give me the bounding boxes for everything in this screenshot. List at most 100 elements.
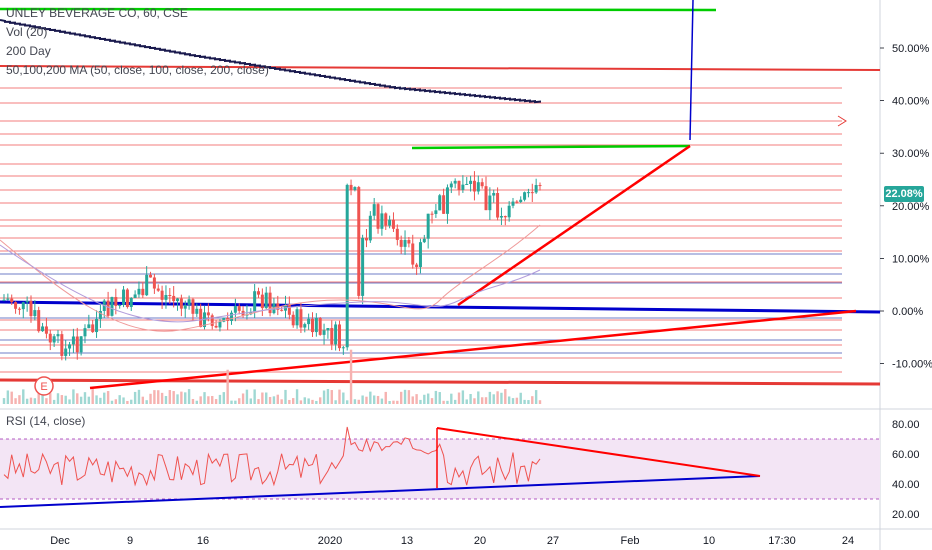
volume-bar: [334, 400, 337, 404]
candle: [391, 219, 395, 229]
rsi-axis-label: 20.00: [892, 509, 920, 521]
volume-bar: [469, 394, 472, 404]
volume-bar: [461, 390, 465, 404]
volume-bar: [457, 392, 461, 404]
candle: [442, 195, 446, 214]
volume-bar: [253, 389, 256, 404]
candle: [25, 300, 29, 303]
volume-bar: [118, 395, 121, 404]
candle: [341, 347, 345, 349]
volume-bar: [349, 349, 353, 404]
time-axis-label: 13: [401, 535, 413, 547]
volume-bar: [511, 398, 515, 404]
candle: [125, 289, 129, 307]
volume-bar: [187, 389, 191, 404]
volume-bar: [149, 393, 152, 404]
candle: [237, 306, 241, 311]
volume-bar: [195, 400, 199, 404]
volume-bar: [473, 398, 476, 404]
ma-100-line: [0, 244, 541, 323]
rsi-axis-label: 80.00: [892, 419, 920, 431]
candle: [6, 298, 10, 300]
candle: [164, 295, 168, 300]
volume-bar: [180, 391, 183, 404]
volume-bar: [191, 398, 195, 404]
candle: [299, 309, 303, 328]
candle: [218, 321, 222, 328]
volume-bar: [322, 390, 326, 404]
volume-bar: [276, 394, 279, 404]
volume-bar: [265, 392, 268, 404]
candle: [176, 298, 180, 302]
candle: [357, 187, 361, 296]
candle: [179, 298, 183, 309]
candle: [337, 324, 341, 349]
candle: [10, 298, 14, 303]
time-axis-label: Feb: [621, 535, 640, 547]
volume-bar: [257, 399, 260, 404]
candle: [415, 264, 419, 267]
volume-bar: [6, 390, 10, 404]
candle: [295, 309, 299, 326]
rsi-support-line: [0, 475, 761, 508]
legend-ma-multi: 50,100,200 MA (50, close, 100, close, 20…: [6, 63, 269, 77]
volume-bar: [519, 392, 522, 404]
volume-bar: [531, 396, 534, 404]
volume-bar: [168, 390, 172, 404]
volume-bar: [68, 399, 71, 404]
candle: [519, 199, 523, 202]
volume-bar: [87, 396, 91, 404]
volume-bar: [372, 395, 376, 404]
volume-bar: [465, 399, 468, 404]
candle: [353, 187, 357, 190]
volume-bar: [52, 399, 56, 404]
volume-bar: [172, 391, 175, 404]
candle: [507, 205, 511, 218]
candle: [222, 317, 226, 322]
volume-bar: [268, 396, 272, 404]
volume-bar: [141, 396, 145, 404]
volume-bar: [76, 393, 79, 404]
candle: [530, 192, 534, 194]
volume-bar: [64, 395, 67, 404]
volume-bar: [392, 400, 395, 404]
volume-bar: [145, 400, 148, 404]
volume-bar: [22, 389, 25, 404]
candle: [64, 348, 68, 356]
candle: [33, 310, 37, 317]
volume-bar: [504, 389, 507, 404]
volume-bar: [238, 398, 241, 404]
candle: [17, 308, 21, 310]
time-axis-label: 2020: [318, 535, 342, 547]
volume-bar: [222, 392, 225, 404]
candle: [14, 302, 18, 309]
volume-bar: [426, 393, 430, 404]
volume-bar: [45, 398, 48, 404]
volume-bar: [330, 390, 333, 404]
volume-bar: [2, 398, 6, 404]
volume-bar: [157, 390, 160, 404]
candle: [499, 216, 503, 218]
candle: [129, 297, 133, 307]
candle: [388, 219, 392, 226]
volume-bar: [450, 393, 453, 404]
candle: [287, 305, 291, 315]
candle: [199, 308, 203, 328]
volume-bar: [164, 396, 168, 404]
volume-bar: [407, 390, 411, 404]
volume-bar: [353, 399, 357, 404]
time-axis-label: Dec: [50, 535, 70, 547]
candle: [472, 180, 476, 192]
volume-bar: [41, 389, 44, 404]
green-top-line: [0, 7, 717, 12]
candle: [411, 243, 415, 265]
candle: [137, 288, 141, 295]
volume-bar: [153, 390, 156, 404]
candle: [75, 336, 79, 353]
candle: [152, 277, 156, 289]
candle: [60, 334, 64, 356]
volume-bar: [230, 400, 233, 404]
candle: [426, 213, 430, 239]
